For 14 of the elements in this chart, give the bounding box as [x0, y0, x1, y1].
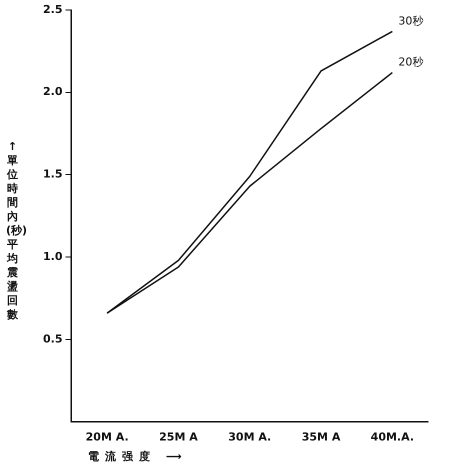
series-label: 30秒	[398, 14, 424, 28]
y-tick-label: 1.5	[42, 168, 62, 181]
x-tick-label: 20M A.	[86, 430, 129, 444]
x-tick-label: 30M A.	[228, 430, 272, 444]
x-tick-label: 35M A	[302, 430, 341, 444]
y-tick-label: 0.5	[42, 332, 62, 346]
y-tick-label: 2.5	[42, 2, 62, 16]
x-tick-label: 40M.A.	[370, 430, 414, 444]
y-tick-label: 1.0	[42, 250, 63, 263]
y-tick-label: 2.0	[42, 85, 63, 98]
text: ↑單位時間內(秒)平均震盪回數	[6, 140, 28, 321]
x-tick-label: 25M A	[159, 430, 198, 444]
series-label: 20秒	[398, 55, 424, 68]
x-axis-title: 電流强度 ⟶	[88, 449, 188, 464]
